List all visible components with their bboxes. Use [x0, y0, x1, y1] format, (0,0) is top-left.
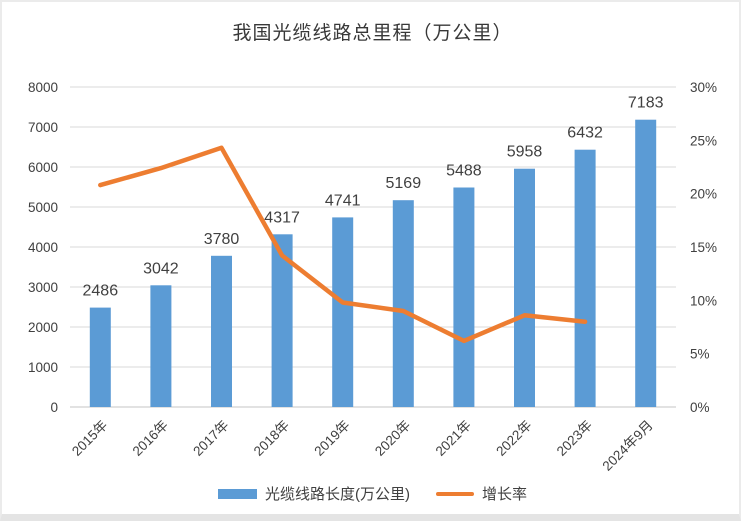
right-axis-tick: 30%	[690, 80, 717, 95]
bar	[89, 307, 111, 407]
x-axis-tick: 2017年	[190, 418, 231, 459]
left-axis-tick: 7000	[28, 120, 58, 135]
bar	[332, 217, 354, 407]
chart-legend: 光缆线路长度(万公里) 增长率	[2, 483, 739, 504]
x-axis-tick: 2015年	[69, 418, 110, 459]
left-axis-tick: 1000	[28, 360, 58, 375]
x-axis-tick: 2023年	[554, 418, 595, 459]
bar-series-swatch	[217, 488, 257, 499]
bar-value-label: 3780	[204, 231, 240, 248]
x-axis-tick: 2019年	[311, 418, 352, 459]
bar-value-label: 4741	[325, 192, 361, 209]
growth-rate-line	[98, 145, 588, 344]
left-axis-tick: 4000	[28, 240, 58, 255]
bar-value-label: 3042	[143, 260, 179, 277]
bar-value-label: 5958	[507, 144, 543, 161]
right-axis-tick: 15%	[690, 240, 717, 255]
right-axis-tick: 25%	[690, 133, 717, 148]
bar-value-label: 6432	[567, 125, 603, 142]
bar	[392, 200, 414, 407]
x-axis-tick: 2018年	[251, 418, 292, 459]
legend-item-growth-rate: 增长率	[435, 483, 527, 504]
right-axis-tick: 0%	[690, 400, 710, 415]
right-axis-tick: 20%	[690, 187, 717, 202]
left-axis-tick: 6000	[28, 160, 58, 175]
left-axis-tick: 8000	[28, 80, 58, 95]
legend-label-cable-length: 光缆线路长度(万公里)	[264, 486, 410, 503]
chart-title: 我国光缆线路总里程（万公里）	[232, 23, 513, 44]
bar-value-label: 4317	[264, 209, 300, 226]
legend-label-growth-rate: 增长率	[481, 486, 527, 503]
x-axis-tick: 2022年	[493, 418, 534, 459]
x-axis-tick: 2024年9月	[600, 418, 656, 474]
right-axis-tick: 5%	[690, 347, 710, 362]
bar-value-label: 5488	[446, 163, 482, 180]
left-axis-tick: 2000	[28, 320, 58, 335]
bar	[635, 119, 657, 407]
bar	[514, 168, 535, 407]
bar-value-label: 5169	[386, 175, 422, 192]
legend-item-cable-length: 光缆线路长度(万公里)	[217, 483, 410, 504]
x-axis-tick: 2021年	[433, 418, 474, 459]
bar	[574, 149, 596, 407]
bar	[271, 234, 293, 407]
line-series-swatch	[435, 491, 474, 496]
bar	[150, 285, 172, 407]
left-axis-tick: 0	[50, 400, 58, 415]
x-axis-tick: 2016年	[130, 418, 171, 459]
left-axis-tick: 3000	[28, 280, 58, 295]
right-axis-tick: 10%	[690, 293, 717, 308]
bar-value-label: 7183	[628, 95, 664, 112]
bar-value-label: 2486	[83, 283, 119, 300]
bar	[453, 187, 475, 407]
bar	[211, 255, 232, 407]
x-axis-tick: 2020年	[372, 418, 413, 459]
left-axis-tick: 5000	[28, 200, 58, 215]
